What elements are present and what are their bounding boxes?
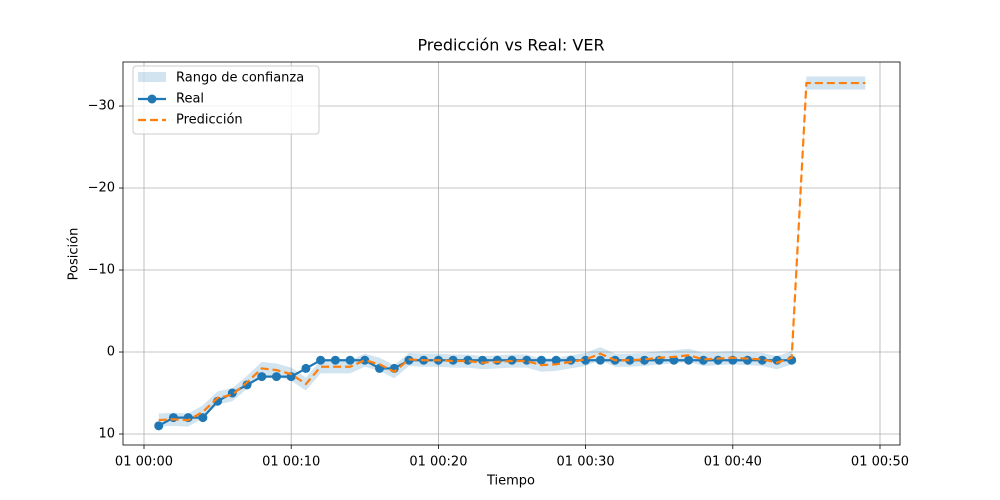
chart-title: Predicción vs Real: VER bbox=[417, 36, 604, 55]
data-point bbox=[625, 355, 635, 365]
x-tick-label: 01 00:40 bbox=[704, 455, 762, 470]
data-point bbox=[168, 413, 178, 423]
plot-frame bbox=[122, 61, 901, 446]
y-tick-label: −10 bbox=[88, 263, 115, 278]
data-point bbox=[330, 355, 340, 365]
x-tick-label: 01 00:10 bbox=[262, 455, 320, 470]
data-point bbox=[463, 355, 473, 365]
data-point bbox=[242, 380, 252, 390]
data-point bbox=[639, 355, 649, 365]
y-tick-label: 10 bbox=[98, 427, 115, 442]
y-tick-label: −20 bbox=[88, 181, 115, 196]
x-tick-label: 01 00:20 bbox=[409, 455, 467, 470]
data-point bbox=[198, 413, 208, 423]
data-point bbox=[595, 355, 605, 365]
series-line bbox=[158, 81, 866, 422]
legend-label: Rango de confianza bbox=[176, 71, 304, 86]
legend: Rango de confianza Real Predicción bbox=[132, 65, 320, 135]
x-tick-label: 01 00:30 bbox=[557, 455, 615, 470]
data-point bbox=[492, 355, 502, 365]
legend-box bbox=[132, 65, 320, 135]
data-point bbox=[713, 355, 723, 365]
legend-marker bbox=[147, 94, 157, 104]
x-tick-label: 01 00:00 bbox=[115, 455, 173, 470]
legend-label: Real bbox=[176, 92, 204, 107]
data-point bbox=[684, 355, 694, 365]
legend-swatch bbox=[138, 72, 166, 82]
data-point bbox=[271, 372, 281, 382]
data-point bbox=[698, 355, 708, 365]
data-point bbox=[551, 355, 561, 365]
y-tick-label: 0 bbox=[107, 345, 115, 360]
x-tick-label: 01 00:50 bbox=[851, 455, 909, 470]
x-axis-label: Tiempo bbox=[486, 474, 535, 489]
data-point bbox=[345, 355, 355, 365]
data-point bbox=[316, 355, 326, 365]
y-tick-label: −30 bbox=[88, 99, 115, 114]
data-point bbox=[257, 372, 267, 382]
data-point bbox=[757, 355, 767, 365]
data-point bbox=[360, 355, 370, 365]
data-point bbox=[448, 355, 458, 365]
legend-label: Predicción bbox=[176, 113, 243, 128]
y-axis-label: Posición bbox=[67, 228, 82, 281]
data-point bbox=[154, 421, 164, 431]
data-point bbox=[743, 355, 753, 365]
data-point bbox=[301, 363, 311, 373]
data-point bbox=[536, 355, 546, 365]
